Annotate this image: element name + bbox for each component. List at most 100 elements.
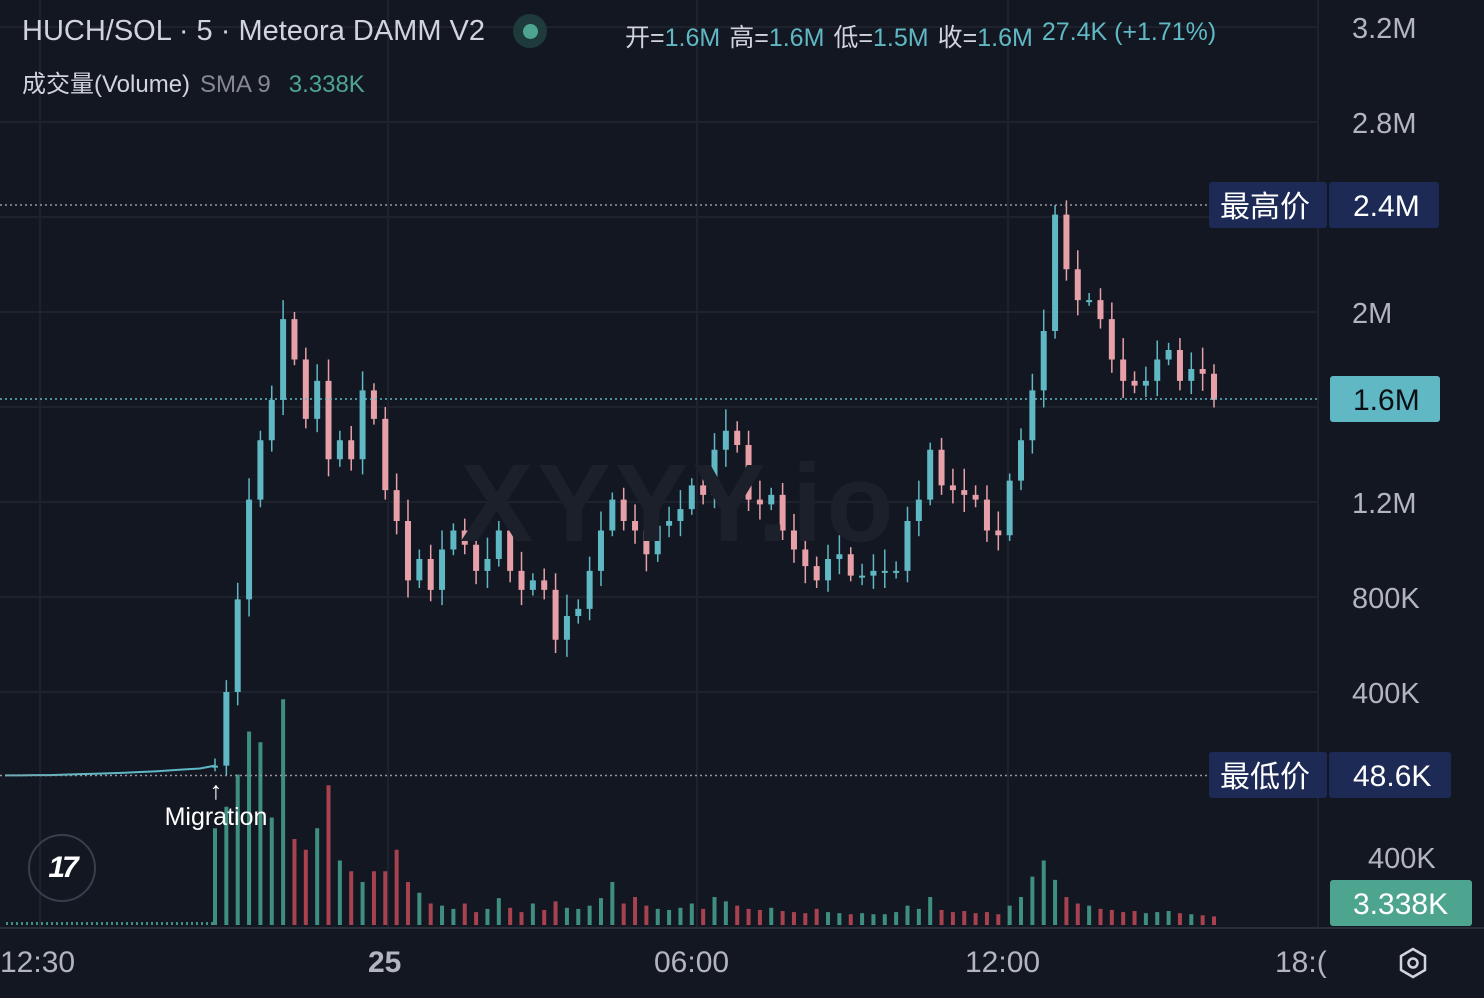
volume-bar (96, 922, 98, 925)
volume-bar (712, 897, 717, 925)
volume-bar (871, 914, 876, 925)
candle-body (575, 608, 582, 616)
volume-bar (116, 922, 118, 925)
volume-bar (519, 912, 524, 925)
volume-bar (962, 911, 967, 925)
volume-bar (41, 922, 43, 925)
volume-bar (1007, 905, 1012, 925)
volume-bar (848, 914, 853, 925)
high-value-label: 2.4M (1353, 190, 1420, 223)
volume-bar (315, 828, 320, 925)
volume-bar (1053, 879, 1058, 925)
price-tick-label: 2M (1352, 298, 1392, 330)
volume-bar (61, 922, 63, 925)
candle-body (745, 445, 752, 500)
volume-bar (1143, 913, 1148, 925)
volume-bar (213, 828, 217, 925)
candle-body (1086, 300, 1093, 303)
volume-bar (131, 922, 133, 925)
price-axis[interactable]: 3.2M 2.8M 2M 1.2M 800K 400K 400K 最高价 2.4M 最低价 48.6… (1209, 13, 1472, 926)
volume-bar (769, 907, 774, 925)
settings-icon[interactable] (1396, 946, 1430, 980)
volume-bar (950, 912, 955, 925)
candle-body (847, 554, 854, 576)
tradingview-logo[interactable]: 17 (28, 834, 96, 902)
candle-body (314, 380, 321, 419)
volume-bar (269, 817, 274, 925)
volume-bar (1098, 908, 1103, 925)
candle-body (541, 580, 548, 590)
candle-body (938, 449, 945, 486)
volume-bar (206, 922, 208, 925)
volume-bar (678, 907, 683, 925)
candle-body (1029, 390, 1036, 441)
volume-bar (826, 912, 831, 925)
volume-bar (224, 806, 229, 925)
candle-body (404, 521, 411, 581)
candle-body (370, 390, 377, 419)
volume-bar (46, 922, 48, 925)
volume-bar (156, 922, 158, 925)
volume-bar (939, 909, 944, 925)
candle-body (700, 485, 707, 495)
candle-body (563, 616, 570, 640)
time-tick-label: 06:00 (654, 946, 729, 979)
low-key: 低= (833, 24, 874, 52)
time-axis[interactable]: 12:30 25 06:00 12:00 18:( (0, 946, 1327, 979)
close-value: 1.6M (977, 24, 1033, 52)
volume-bar (428, 903, 433, 925)
volume-bar (191, 922, 193, 925)
volume-bar (51, 922, 53, 925)
volume-bar (928, 897, 933, 925)
volume-bar (136, 922, 138, 925)
volume-bar (598, 898, 603, 925)
volume-bar (1030, 876, 1035, 925)
candle-body (1097, 300, 1104, 320)
volume-bar (905, 905, 910, 925)
volume-bar (1121, 912, 1126, 925)
price-tick-label: 800K (1352, 583, 1420, 615)
candle-body (643, 530, 650, 555)
market-status-icon (513, 14, 548, 48)
volume-bar (146, 922, 148, 925)
volume-bar (701, 908, 706, 925)
symbol-title[interactable]: HUCH/SOL · 5 · Meteora DAMM V2 (22, 14, 486, 47)
volume-bar (1200, 915, 1205, 925)
candle-body (427, 559, 434, 590)
last-price-badge (1330, 376, 1440, 422)
open-key: 开= (625, 24, 665, 52)
volume-bar (1166, 911, 1171, 925)
candle-body (995, 530, 1002, 536)
ohlc-values: 开=1.6M 高=1.6M 低=1.5M 收=1.6M 27.4K (+1.71… (625, 18, 1216, 54)
volume-bar (1177, 913, 1182, 925)
volume-legend: 成交量(Volume) SMA 9 3.338K (22, 64, 365, 99)
candle-body (620, 499, 627, 521)
volume-bar (151, 922, 153, 925)
high-badge-label: 最高价 (1220, 190, 1310, 225)
volume-bar (667, 909, 672, 925)
volume-bar (166, 922, 168, 925)
candle-body (927, 449, 934, 500)
low-badge (1209, 752, 1327, 798)
price-tick-label: 1.2M (1352, 488, 1416, 520)
volume-bar (56, 922, 58, 925)
price-tick-label: 2.8M (1352, 108, 1416, 140)
volume-bar (186, 922, 188, 925)
volume-bar (462, 903, 467, 925)
high-value: 1.6M (768, 24, 825, 52)
volume-bar (176, 922, 178, 925)
price-tick-label: 3.2M (1352, 13, 1416, 45)
low-value-label: 48.6K (1353, 760, 1431, 793)
high-value-badge (1329, 182, 1439, 228)
symbol-legend: HUCH/SOL · 5 · Meteora DAMM V2 (22, 14, 548, 48)
volume-bar (91, 922, 93, 925)
volume-label[interactable]: 成交量(Volume) (22, 71, 191, 98)
volume-bar (31, 922, 33, 925)
volume-bar (171, 922, 173, 925)
candle-body (779, 494, 786, 531)
volume-bar (141, 922, 143, 925)
volume-bar (21, 922, 23, 925)
volume-bar (508, 907, 513, 925)
volume-bar (735, 905, 740, 925)
